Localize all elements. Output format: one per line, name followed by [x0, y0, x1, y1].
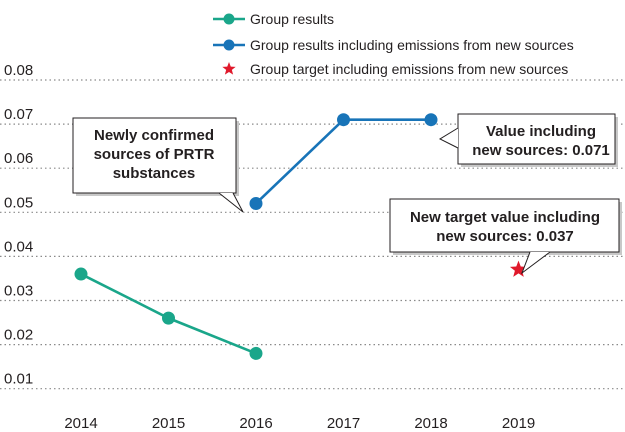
- callout: Value including new sources: 0.071: [438, 113, 618, 167]
- callout: Newly confirmed sources of PRTR substances: [72, 117, 244, 213]
- x-tick-label: 2019: [502, 415, 535, 432]
- legend: Group results Group results including emi…: [213, 11, 574, 77]
- callout: New target value including new sources: 0…: [389, 198, 622, 275]
- y-tick-label: 0.08: [4, 62, 33, 79]
- legend-label: Group results: [250, 11, 334, 27]
- data-point-marker: [337, 113, 350, 127]
- callout-pointer: [438, 127, 459, 149]
- data-point-marker: [249, 196, 263, 210]
- x-tick-label: 2015: [152, 415, 185, 432]
- callout-text: New target value including: [410, 209, 600, 226]
- callout-pointer: [218, 192, 244, 213]
- callouts: Newly confirmed sources of PRTR substances…: [72, 113, 622, 275]
- callout-text: sources of PRTR: [94, 146, 215, 163]
- callout-text: substances: [113, 165, 196, 182]
- y-tick-label: 0.03: [4, 283, 33, 300]
- y-tick-label: 0.07: [4, 106, 33, 123]
- y-axis-ticks: 0.01 0.02 0.03 0.04 0.05 0.06 0.07 0.08: [4, 62, 33, 388]
- y-tick-label: 0.05: [4, 194, 33, 211]
- legend-marker-icon: [223, 39, 235, 51]
- callout-text: Newly confirmed: [94, 127, 214, 144]
- legend-label: Group results including emissions from n…: [250, 37, 574, 53]
- callout-text: new sources: 0.071: [472, 142, 610, 159]
- callout-box: [457, 113, 616, 165]
- callout-box: [72, 117, 237, 194]
- callout-text: Value including: [486, 123, 596, 140]
- legend-marker-icon: [223, 13, 235, 25]
- y-tick-label: 0.02: [4, 327, 33, 344]
- callout-text: new sources: 0.037: [436, 228, 574, 245]
- callout-pointer: [520, 251, 551, 275]
- y-tick-label: 0.06: [4, 150, 33, 167]
- x-tick-label: 2014: [64, 415, 97, 432]
- x-tick-label: 2018: [414, 415, 447, 432]
- callout-box: [389, 198, 620, 253]
- data-point-marker: [424, 113, 438, 127]
- series-lines: [74, 113, 528, 360]
- x-axis-ticks: 2014 2015 2016 2017 2018 2019: [64, 415, 535, 432]
- legend-star-icon: [222, 62, 236, 75]
- legend-label: Group target including emissions from ne…: [250, 61, 568, 77]
- series-line-1: [255, 118, 431, 205]
- data-point-marker: [162, 311, 175, 325]
- data-point-marker: [74, 267, 88, 281]
- x-tick-label: 2016: [239, 415, 272, 432]
- y-tick-label: 0.04: [4, 238, 33, 255]
- data-point-marker: [249, 346, 263, 360]
- y-tick-label: 0.01: [4, 371, 33, 388]
- target-star-marker: [509, 260, 528, 277]
- x-tick-label: 2017: [327, 415, 360, 432]
